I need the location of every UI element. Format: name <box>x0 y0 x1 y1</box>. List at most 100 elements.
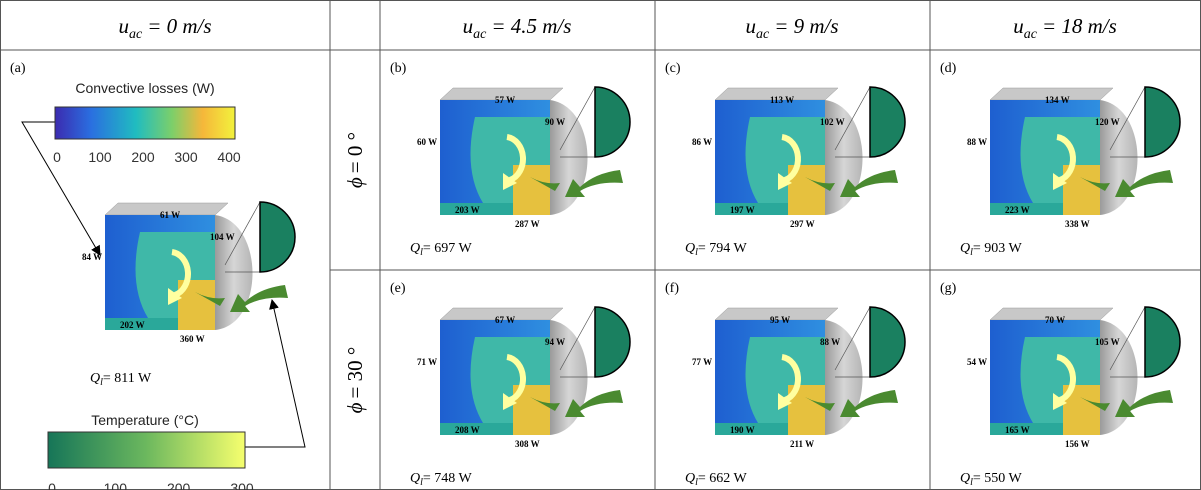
geometry-render <box>105 202 295 330</box>
geometry-renders <box>105 87 1180 435</box>
symbol: Q <box>685 471 695 486</box>
value: = 811 W <box>103 371 152 386</box>
loss-label: 134 W <box>1045 95 1070 105</box>
colorbar-tick-label: 200 <box>167 480 191 490</box>
value: = 0 m/s <box>147 14 211 38</box>
panel-letter: (f) <box>665 281 679 296</box>
value: = 662 W <box>698 471 748 486</box>
value: = 0 ° <box>343 132 367 173</box>
symbol: u <box>745 14 756 38</box>
loss-label: 360 W <box>180 334 205 344</box>
total-loss: Ql= 662 W <box>685 471 748 488</box>
total-loss: Ql= 748 W <box>410 471 473 488</box>
value: = 748 W <box>423 471 473 486</box>
loss-label: 211 W <box>790 439 814 449</box>
loss-label: 120 W <box>1095 117 1120 127</box>
loss-label: 60 W <box>417 137 437 147</box>
colorbar-tick-label: 400 <box>217 149 241 165</box>
row-header: ϕ = 30 ° <box>343 347 367 414</box>
row-header: ϕ= 0 ° <box>343 132 367 188</box>
loss-label: 61 W <box>160 210 180 220</box>
loss-label: 70 W <box>1045 315 1065 325</box>
loss-label: 338 W <box>1065 219 1090 229</box>
panel-letter: (b) <box>390 61 407 76</box>
loss-label: 203 W <box>455 205 480 215</box>
figure: Convective losses (W) Temperature (°C) u… <box>0 0 1201 490</box>
geometry-render <box>715 307 905 435</box>
column-header: uac= 18 m/s <box>1013 14 1117 42</box>
total-loss: Ql= 550 W <box>960 471 1023 488</box>
colorbar-tick-label: 0 <box>48 480 56 490</box>
value: = 4.5 m/s <box>491 14 571 38</box>
column-header: uac = 0 m/s <box>118 14 211 42</box>
colorbar-tick-label: 100 <box>104 480 128 490</box>
geometry-render <box>990 307 1180 435</box>
value: = 903 W <box>973 241 1023 256</box>
symbol: Q <box>410 241 420 256</box>
colorbar-tick-label: 200 <box>131 149 155 165</box>
loss-label: 102 W <box>820 117 845 127</box>
symbol: ϕ <box>343 402 367 413</box>
total-loss: Ql= 794 W <box>685 241 748 258</box>
value: = 794 W <box>698 241 748 256</box>
symbol: Q <box>90 371 100 386</box>
loss-label: 190 W <box>730 425 755 435</box>
loss-label: 208 W <box>455 425 480 435</box>
loss-label: 297 W <box>790 219 815 229</box>
symbol: u <box>1013 14 1024 38</box>
loss-label: 165 W <box>1005 425 1030 435</box>
symbol: Q <box>410 471 420 486</box>
value: = 30 ° <box>343 347 367 399</box>
symbol: Q <box>960 471 970 486</box>
geometry-render <box>440 307 630 435</box>
geometry-render <box>990 87 1180 215</box>
colorbar-tick-label: 100 <box>88 149 112 165</box>
colorbar-title: Convective losses (W) <box>75 80 214 96</box>
loss-label: 84 W <box>82 252 102 262</box>
loss-label: 105 W <box>1095 337 1120 347</box>
loss-label: 197 W <box>730 205 755 215</box>
total-loss: Ql= 903 W <box>960 241 1023 258</box>
loss-label: 77 W <box>692 357 712 367</box>
value: = 697 W <box>423 241 473 256</box>
temperature-colorbar <box>48 432 245 468</box>
loss-label: 113 W <box>770 95 794 105</box>
symbol: u <box>463 14 474 38</box>
loss-label: 202 W <box>120 320 145 330</box>
loss-label: 88 W <box>820 337 840 347</box>
loss-label: 90 W <box>545 117 565 127</box>
subscript: ac <box>756 27 770 42</box>
panel-letter: (d) <box>940 61 957 76</box>
panel-letter: (g) <box>940 281 957 296</box>
geometry-render <box>440 87 630 215</box>
column-header: uac= 4.5 m/s <box>463 14 572 42</box>
column-header: uac = 9 m/s <box>745 14 838 42</box>
colorbar-tick-label: 300 <box>230 480 254 490</box>
value: = 18 m/s <box>1042 14 1117 38</box>
symbol: u <box>118 14 129 38</box>
geometry-render <box>715 87 905 215</box>
colorbar-tick-label: 300 <box>174 149 198 165</box>
loss-label: 223 W <box>1005 205 1030 215</box>
value: = 550 W <box>973 471 1023 486</box>
loss-label: 71 W <box>417 357 437 367</box>
loss-label: 94 W <box>545 337 565 347</box>
colorbar-title: Temperature (°C) <box>91 412 199 428</box>
value: = 9 m/s <box>774 14 838 38</box>
loss-label: 156 W <box>1065 439 1090 449</box>
subscript: ac <box>129 27 143 42</box>
total-loss: Ql= 697 W <box>410 241 473 258</box>
panel-letter: (c) <box>665 61 681 76</box>
loss-label: 287 W <box>515 219 540 229</box>
symbol: Q <box>685 241 695 256</box>
panel-letter: (a) <box>10 61 26 76</box>
loss-label: 57 W <box>495 95 515 105</box>
loss-label: 104 W <box>210 232 235 242</box>
loss-label: 95 W <box>770 315 790 325</box>
total-loss: Ql= 811 W <box>90 371 152 388</box>
loss-label: 308 W <box>515 439 540 449</box>
loss-label: 86 W <box>692 137 712 147</box>
symbol: Q <box>960 241 970 256</box>
loss-label: 67 W <box>495 315 515 325</box>
convective-colorbar <box>55 107 235 139</box>
